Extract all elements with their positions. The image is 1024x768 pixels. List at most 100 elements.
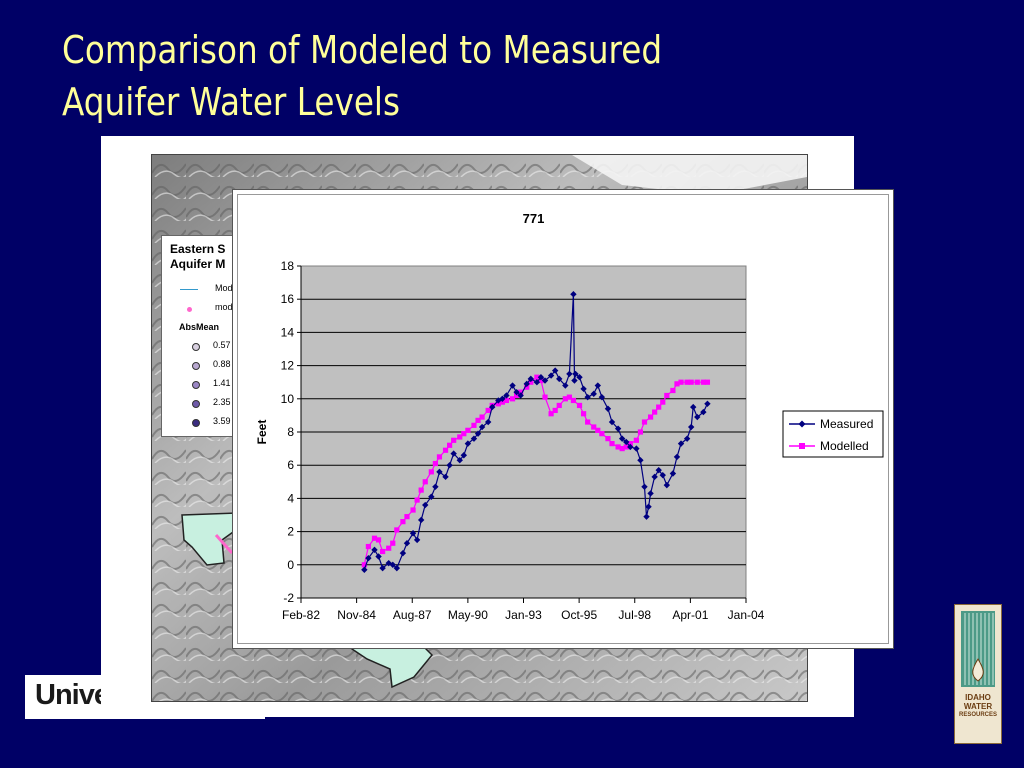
- data-point: [432, 483, 439, 490]
- data-point: [690, 403, 697, 411]
- data-point: [436, 468, 443, 476]
- data-point: [647, 490, 654, 497]
- iwri-logo-line-1: IDAHO: [965, 693, 991, 702]
- data-point: [489, 403, 496, 411]
- data-point: [605, 436, 611, 442]
- legend-class-circle: [192, 381, 200, 389]
- data-point: [594, 382, 602, 389]
- data-point: [541, 377, 549, 384]
- data-point: [552, 407, 558, 414]
- data-point: [400, 519, 406, 525]
- water-drop-icon: [961, 611, 995, 687]
- map-legend-title-line-2: Aquifer M: [170, 257, 226, 271]
- x-tick-label: Jul-98: [618, 608, 651, 622]
- x-tick-label: Jan-04: [728, 608, 765, 622]
- data-point: [534, 374, 540, 380]
- data-point: [436, 454, 443, 460]
- data-point: [700, 408, 707, 416]
- data-point: [524, 384, 530, 390]
- data-point: [528, 379, 534, 385]
- data-point: [470, 435, 478, 442]
- iwri-logo: IDAHO WATER RESOURCES: [954, 604, 1002, 744]
- y-tick-label: 16: [281, 292, 295, 306]
- map-legend-title: Eastern S Aquifer M: [170, 242, 225, 272]
- data-point: [704, 379, 711, 385]
- data-point: [566, 370, 573, 378]
- data-point: [637, 429, 644, 435]
- data-point: [687, 423, 695, 431]
- data-point: [485, 407, 491, 414]
- data-point: [670, 387, 676, 394]
- data-point: [683, 435, 691, 442]
- data-point: [499, 399, 505, 405]
- legend-label: Measured: [820, 417, 873, 431]
- data-point: [380, 548, 386, 555]
- water-level-chart: -2 0 2 4 6 8 10 12 14 16 18 Feb-82 Nov-84 Aug-87 May-9…: [255, 211, 884, 622]
- x-tick-label: Apr-01: [672, 608, 708, 622]
- data-point: [422, 479, 428, 485]
- data-point: [548, 411, 554, 417]
- data-point: [688, 379, 694, 385]
- data-point: [465, 427, 471, 433]
- map-legend: Eastern S Aquifer M Mod mod AbsMean 0.57…: [161, 235, 241, 437]
- data-point: [595, 427, 601, 433]
- data-point: [442, 447, 449, 453]
- data-point: [580, 411, 587, 417]
- chart-panel: -2 0 2 4 6 8 10 12 14 16 18 Feb-82 Nov-84 Aug-87 May-9…: [232, 189, 894, 649]
- data-point: [570, 291, 577, 298]
- data-point: [619, 446, 625, 452]
- y-tick-label: 10: [281, 392, 295, 406]
- data-point: [572, 370, 579, 378]
- data-point: [428, 493, 435, 500]
- data-point: [417, 516, 425, 524]
- data-point: [464, 440, 472, 447]
- data-point: [478, 423, 486, 431]
- data-point: [523, 380, 530, 388]
- data-point: [446, 462, 453, 469]
- data-point: [386, 545, 392, 551]
- data-point: [513, 392, 520, 399]
- chart-legend: [782, 410, 884, 458]
- data-point: [399, 549, 407, 557]
- data-point: [641, 483, 648, 490]
- data-point: [678, 379, 684, 385]
- data-point: [641, 419, 648, 425]
- chart-area: -2 0 2 4 6 8 10 12 14 16 18 Feb-82 Nov-84 Aug-87 May-9…: [237, 194, 889, 644]
- data-point: [627, 441, 633, 447]
- legend-row-model-dot: mod: [215, 302, 233, 312]
- data-point: [460, 452, 468, 459]
- legend-class-circle: [192, 400, 200, 408]
- y-tick-label: 6: [287, 458, 294, 472]
- data-point: [538, 377, 544, 384]
- data-point: [623, 444, 629, 450]
- data-point: [615, 444, 621, 450]
- data-point: [684, 379, 690, 385]
- data-point: [475, 417, 481, 423]
- data-point: [495, 401, 501, 407]
- data-point: [618, 435, 626, 442]
- data-point: [461, 431, 467, 437]
- y-tick-label: 2: [287, 525, 294, 539]
- legend-class-label: 3.59: [213, 416, 231, 426]
- data-point: [517, 392, 524, 399]
- legend-row-model-line: Mod: [215, 283, 233, 293]
- data-point: [394, 527, 400, 533]
- legend-class-circle: [192, 362, 200, 370]
- data-point: [404, 514, 410, 520]
- iwri-logo-line-2: WATER: [963, 702, 993, 711]
- slide-title-line-1: Comparison of Modeled to Measured: [62, 28, 663, 72]
- data-point: [371, 546, 378, 554]
- legend-label: Modelled: [820, 439, 869, 453]
- iwri-logo-line-3: RESOURCES: [958, 712, 997, 718]
- data-point: [375, 537, 382, 543]
- data-point: [393, 564, 401, 572]
- data-point: [562, 396, 568, 402]
- data-point: [375, 553, 382, 560]
- data-point: [503, 397, 510, 404]
- data-point: [637, 457, 644, 464]
- x-tick-label: Nov-84: [337, 608, 376, 622]
- data-point: [509, 396, 516, 402]
- data-point: [656, 404, 662, 410]
- y-tick-label: 8: [287, 425, 294, 439]
- data-point: [450, 450, 457, 457]
